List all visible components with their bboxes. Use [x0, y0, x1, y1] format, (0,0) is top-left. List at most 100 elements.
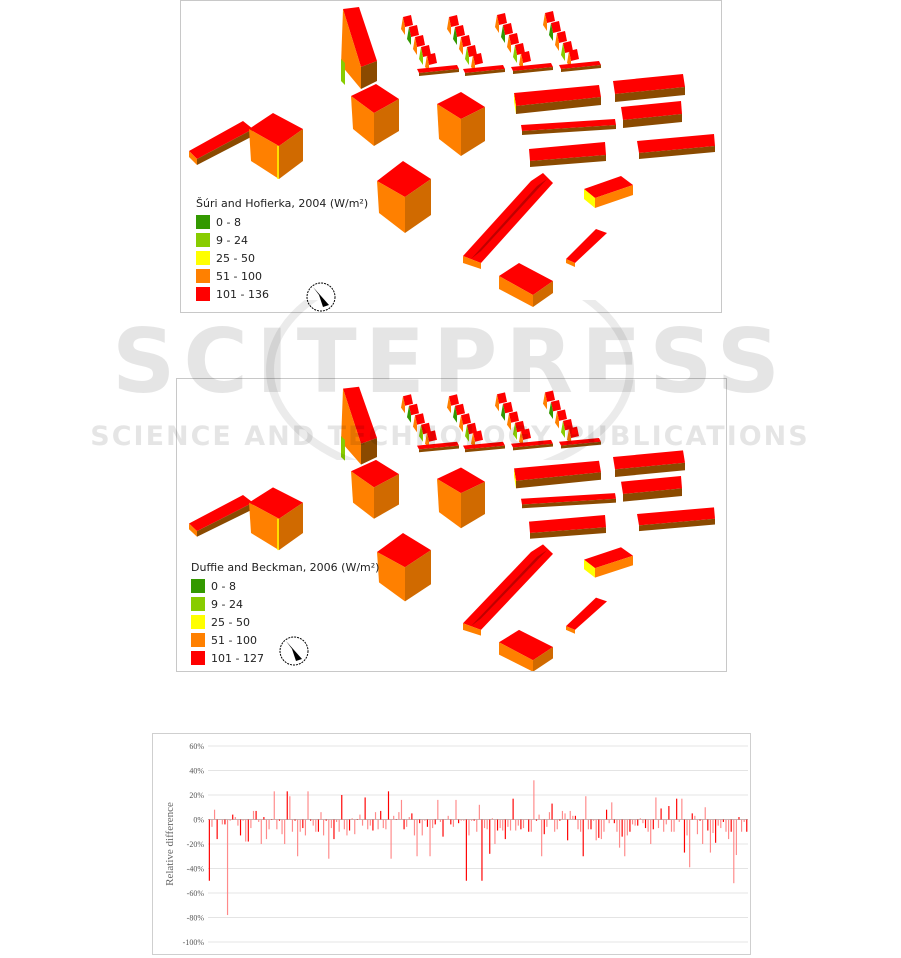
bar [208, 819, 210, 881]
bar [556, 819, 558, 830]
legend-label: 101 - 136 [216, 287, 269, 301]
bar [434, 819, 436, 825]
legend-swatch [191, 579, 205, 593]
bar [605, 809, 608, 820]
bar [483, 819, 486, 829]
bar [730, 819, 732, 832]
bar [491, 818, 493, 820]
bar [304, 819, 307, 836]
bar [390, 819, 392, 859]
bar [696, 819, 699, 835]
legend-item: 9 - 24 [191, 595, 379, 613]
bar [364, 797, 366, 820]
bar [525, 819, 527, 820]
bar [242, 819, 244, 821]
bar [590, 819, 592, 830]
bar [564, 813, 566, 820]
bar [546, 819, 548, 827]
bar [686, 819, 688, 836]
bar [717, 819, 719, 826]
bar [715, 819, 717, 843]
legend-label: 51 - 100 [216, 269, 262, 283]
y-tick-label: -40% [187, 865, 205, 874]
bar [496, 819, 499, 831]
bar [621, 819, 623, 837]
bar-chart: 60% 40% 20% 0% -20% -40% -60% -80% -100% Relativ… [164, 742, 748, 947]
bar [447, 815, 449, 820]
bar [507, 819, 509, 827]
bar [310, 819, 312, 821]
bar [473, 819, 475, 821]
relative-difference-chart: 60% 40% 20% 0% -20% -40% -60% -80% -100% Relativ… [152, 733, 751, 955]
bar [367, 819, 369, 830]
legend-label: 51 - 100 [211, 633, 257, 647]
bar [587, 819, 589, 830]
bar [348, 819, 351, 831]
bar [476, 819, 478, 832]
bar [517, 819, 519, 826]
bar [268, 819, 270, 830]
bar [380, 810, 382, 820]
bar [317, 819, 319, 832]
bar [229, 819, 231, 821]
bar [346, 819, 348, 836]
bar [286, 791, 288, 820]
bar [709, 819, 712, 853]
bar [302, 819, 304, 829]
bar [712, 819, 714, 833]
legend-item: 25 - 50 [191, 613, 379, 631]
bar [374, 812, 377, 820]
bar [486, 819, 488, 830]
bar [377, 819, 379, 830]
bar [232, 814, 234, 820]
y-tick-label: 20% [189, 791, 204, 800]
bar [359, 814, 361, 820]
bar [258, 819, 260, 822]
bar [611, 802, 613, 820]
bar [582, 819, 584, 857]
bar [307, 791, 309, 820]
bar [577, 819, 579, 830]
bar [265, 819, 268, 840]
y-tick-label: 60% [189, 742, 204, 751]
legend-swatch [191, 615, 205, 629]
bar [289, 796, 291, 820]
bar [341, 795, 343, 820]
irradiance-map-suri-hofierka: Šúri and Hofierka, 2004 (W/m²) 0 - 8 9 -… [180, 0, 722, 313]
legend-swatch [196, 287, 210, 301]
bar [330, 819, 332, 829]
legend-item: 101 - 127 [191, 649, 379, 667]
bar [580, 819, 582, 832]
bar [541, 819, 543, 857]
map-legend: Duffie and Beckman, 2006 (W/m²) 0 - 8 9 … [191, 561, 379, 667]
y-tick-label: -100% [183, 938, 205, 947]
bar [600, 819, 602, 840]
bar [720, 819, 722, 829]
bar [271, 819, 273, 820]
bar [595, 819, 597, 841]
bar [735, 819, 737, 856]
bar [445, 819, 447, 820]
bar [406, 819, 408, 827]
bar [237, 819, 239, 826]
bar [647, 819, 649, 832]
bar [411, 813, 413, 820]
bar [211, 819, 213, 827]
bar [689, 819, 691, 868]
bar [385, 819, 387, 830]
bar [694, 815, 696, 820]
bar [320, 812, 322, 820]
map-legend: Šúri and Hofierka, 2004 (W/m²) 0 - 8 9 -… [196, 197, 368, 303]
bar [691, 813, 693, 820]
bar [382, 819, 384, 829]
bar [421, 819, 423, 836]
bar [312, 819, 314, 826]
bar [738, 817, 740, 820]
bar [395, 819, 397, 820]
bar [273, 791, 275, 820]
bar [221, 819, 223, 825]
legend-item: 51 - 100 [196, 267, 368, 285]
bar [338, 819, 340, 832]
bar [650, 819, 652, 844]
bar [663, 819, 665, 832]
